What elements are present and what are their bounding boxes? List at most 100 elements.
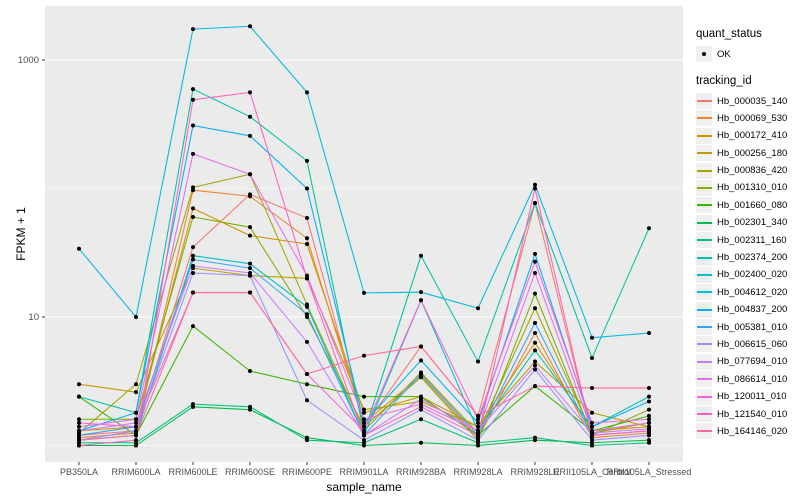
data-point <box>533 340 537 345</box>
data-point <box>191 257 195 262</box>
data-point <box>248 290 252 295</box>
line-swatch-icon <box>696 360 712 363</box>
legend-label: Hb_000172_410 <box>717 130 788 142</box>
data-point <box>77 246 81 251</box>
legend-label: Hb_002301_340 <box>717 217 788 229</box>
legend-entry-Hb_001660_080: Hb_001660_080 <box>696 197 800 214</box>
data-point <box>248 24 252 29</box>
x-tick-label: PB350LA <box>60 467 98 477</box>
data-point <box>647 440 651 445</box>
data-point <box>248 270 252 275</box>
data-point <box>248 368 252 373</box>
data-point <box>590 428 594 433</box>
legend-key-line <box>696 336 712 353</box>
data-point <box>305 241 309 246</box>
data-point <box>305 236 309 241</box>
line-swatch-icon <box>696 256 712 259</box>
data-point <box>191 402 195 407</box>
data-point <box>590 335 594 340</box>
legend-entry-Hb_000069_530: Hb_000069_530 <box>696 110 800 127</box>
x-tick-label: RRIM928LE <box>510 467 559 477</box>
data-point <box>647 420 651 425</box>
data-point <box>77 428 81 433</box>
data-point <box>248 133 252 138</box>
line-swatch-icon <box>696 430 712 433</box>
data-point <box>362 433 366 438</box>
data-point <box>191 151 195 156</box>
data-point <box>590 433 594 438</box>
data-point <box>647 407 651 412</box>
legend-entry-Hb_002311_160: Hb_002311_160 <box>696 232 800 249</box>
x-tick-label: RRII105LA_Stressed <box>607 467 692 477</box>
legend-entry-Hb_000256_180: Hb_000256_180 <box>696 145 800 162</box>
data-point <box>305 215 309 220</box>
data-point <box>191 215 195 220</box>
line-swatch-icon <box>696 378 712 381</box>
x-axis-title: sample_name <box>326 480 402 494</box>
x-tick-label: RRIM901LA <box>339 467 388 477</box>
data-point <box>647 413 651 418</box>
data-point <box>647 417 651 422</box>
line-swatch-icon <box>696 395 712 398</box>
legend-key-line <box>696 371 712 388</box>
legend-entry-Hb_000836_420: Hb_000836_420 <box>696 162 800 179</box>
data-point <box>647 428 651 433</box>
legend-key-line <box>696 301 712 318</box>
data-point <box>362 420 366 425</box>
line-swatch-icon <box>696 152 712 155</box>
data-point <box>419 440 423 445</box>
line-swatch-icon <box>696 100 712 102</box>
data-point <box>191 253 195 258</box>
data-point <box>590 420 594 425</box>
data-point <box>134 410 138 415</box>
y-axis-title: FPKM + 1 <box>14 207 28 261</box>
data-point <box>533 291 537 296</box>
legend-key-line <box>696 406 712 423</box>
data-point <box>305 438 309 443</box>
legend-tracking-id-title: tracking_id <box>696 75 752 87</box>
data-point <box>305 304 309 309</box>
data-point <box>533 359 537 364</box>
legend-entry-Hb_002374_200: Hb_002374_200 <box>696 249 800 266</box>
legend-entry-Hb_086614_010: Hb_086614_010 <box>696 371 800 388</box>
legend-key-line <box>696 214 712 231</box>
data-point <box>419 253 423 258</box>
x-tick-label: RRIM600LE <box>168 467 217 477</box>
data-point <box>590 424 594 429</box>
legend-quant-status-title: quant_status <box>696 28 762 40</box>
data-point <box>248 172 252 177</box>
data-point <box>647 331 651 336</box>
x-tick-label: RRIM600LA <box>111 467 160 477</box>
legend-key-line <box>696 284 712 301</box>
data-point <box>647 433 651 438</box>
data-point <box>533 363 537 368</box>
data-point <box>248 404 252 409</box>
data-point <box>305 186 309 191</box>
y-tick-label: 1000 <box>18 55 39 66</box>
line-swatch-icon <box>696 343 712 346</box>
data-point <box>533 251 537 256</box>
legend-entry-Hb_004612_020: Hb_004612_020 <box>696 284 800 301</box>
legend-entry-Hb_001310_010: Hb_001310_010 <box>696 179 800 196</box>
data-point <box>305 312 309 317</box>
data-point <box>134 390 138 395</box>
data-point <box>248 266 252 271</box>
data-point <box>191 324 195 329</box>
x-tick-label: RRIM600PE <box>282 467 332 477</box>
data-point <box>419 407 423 412</box>
data-point <box>419 358 423 363</box>
data-point <box>305 382 309 387</box>
data-point <box>476 433 480 438</box>
data-point <box>476 359 480 364</box>
data-point <box>248 225 252 230</box>
data-point <box>134 438 138 443</box>
data-point <box>305 90 309 95</box>
data-point <box>533 270 537 275</box>
data-point <box>476 424 480 429</box>
legend-entry-Hb_005381_010: Hb_005381_010 <box>696 319 800 336</box>
data-point <box>77 433 81 438</box>
data-point <box>362 394 366 399</box>
legend-key-line <box>696 93 712 109</box>
data-point <box>533 182 537 187</box>
